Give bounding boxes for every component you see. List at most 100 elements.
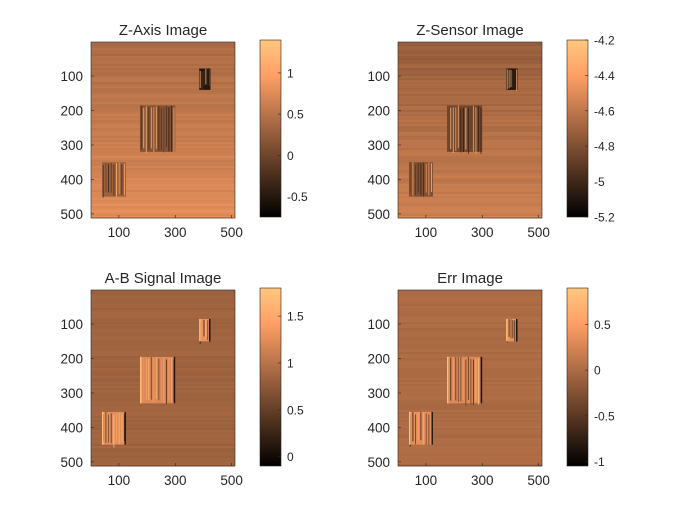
image-row — [398, 160, 542, 163]
image-row — [398, 312, 542, 315]
block-stripe — [173, 107, 175, 152]
block-fill — [447, 105, 483, 152]
image-row — [398, 408, 542, 411]
block-stripe — [170, 105, 172, 152]
block-stripe — [480, 107, 482, 154]
image-row — [398, 452, 542, 455]
image-row — [91, 428, 235, 431]
block-stripe — [158, 106, 160, 151]
block-edge — [431, 411, 433, 445]
colorbar-tick-label: 1.5 — [287, 310, 304, 324]
block-edge — [408, 411, 411, 445]
block-stripe — [209, 69, 211, 86]
image-row — [91, 214, 235, 217]
block-stripe — [460, 356, 462, 402]
block-fill — [447, 356, 483, 404]
block-stripe — [160, 359, 162, 400]
image-row — [398, 72, 542, 75]
image-row — [398, 444, 542, 447]
image-row — [398, 98, 542, 101]
block-fill — [506, 318, 518, 342]
image-row — [91, 446, 235, 449]
image-row — [91, 66, 235, 69]
image-row — [398, 436, 542, 439]
image-row — [398, 174, 542, 177]
image-row — [91, 76, 235, 79]
block-stripe — [472, 359, 474, 405]
feature-block — [199, 68, 211, 90]
colorbar-tick-label: 1 — [287, 66, 294, 80]
image-row — [398, 418, 542, 421]
image-row — [398, 200, 542, 203]
y-tick-label: 300 — [367, 386, 390, 401]
colorbar-tick-label: 0 — [594, 364, 601, 378]
y-tick-label: 200 — [60, 352, 83, 367]
block-stripe — [110, 163, 112, 193]
image-row — [398, 84, 542, 87]
block-edge — [515, 318, 518, 342]
axes-box — [90, 289, 236, 467]
image-row — [91, 310, 235, 313]
image-row — [398, 332, 542, 335]
colorbar-tick-label: 0 — [287, 450, 294, 464]
image-row — [398, 52, 542, 55]
block-stripe — [420, 163, 422, 196]
image-row — [91, 196, 235, 199]
subplot-title: Z-Sensor Image — [416, 22, 524, 39]
image-row — [398, 208, 542, 211]
image-row — [91, 54, 235, 57]
image-row — [398, 212, 542, 215]
block-stripe — [155, 357, 157, 399]
image-row — [398, 330, 542, 333]
image-row — [91, 344, 235, 347]
block-stripe — [467, 356, 469, 400]
block-stripe — [412, 162, 414, 196]
image-row — [91, 60, 235, 63]
image-row — [398, 414, 542, 417]
block-stripe — [508, 69, 510, 89]
image-row — [91, 324, 235, 327]
block-stripe — [118, 412, 120, 444]
image-row — [398, 464, 542, 467]
feature-block — [506, 68, 518, 91]
block-stripe — [465, 107, 467, 150]
image-row — [91, 164, 235, 167]
image-row — [91, 88, 235, 91]
image-row — [398, 338, 542, 341]
image-row — [398, 458, 542, 461]
image-row — [398, 438, 542, 441]
block-stripe — [113, 414, 115, 448]
subplot-1: Z-Axis Image 100 300 500 100 200 300 400 500 -0.5… — [60, 22, 308, 240]
block-edge — [480, 356, 483, 404]
image-row — [398, 354, 542, 357]
image-row — [398, 454, 542, 457]
block-stripe — [207, 69, 209, 87]
axes-box — [397, 289, 543, 467]
colorbar-tick-label: -1 — [594, 455, 605, 469]
block-stripe — [462, 108, 464, 153]
image-row — [91, 74, 235, 77]
image-row — [398, 456, 542, 459]
feature-block — [408, 162, 433, 197]
image-row — [398, 186, 542, 189]
colorbar-tick-label: 0.5 — [287, 108, 304, 122]
image-row — [398, 300, 542, 303]
block-fill — [199, 318, 211, 342]
image-row — [398, 90, 542, 93]
image-row — [398, 426, 542, 429]
image-row — [398, 92, 542, 95]
colorbar-tick-label: -5 — [594, 175, 605, 189]
block-stripe — [205, 320, 207, 338]
image-row — [91, 460, 235, 463]
subplot-2: Z-Sensor Image 100 300 500 100 200 300 400 500 -5… — [367, 22, 615, 240]
block-edge — [140, 356, 142, 404]
block-stripe — [423, 412, 424, 445]
block-stripe — [467, 107, 469, 154]
image-row — [398, 348, 542, 351]
image-row — [91, 98, 235, 101]
feature-block — [506, 318, 518, 343]
image-row — [91, 208, 235, 211]
image-row — [91, 330, 235, 333]
image-row — [91, 50, 235, 53]
image-row — [398, 326, 542, 329]
